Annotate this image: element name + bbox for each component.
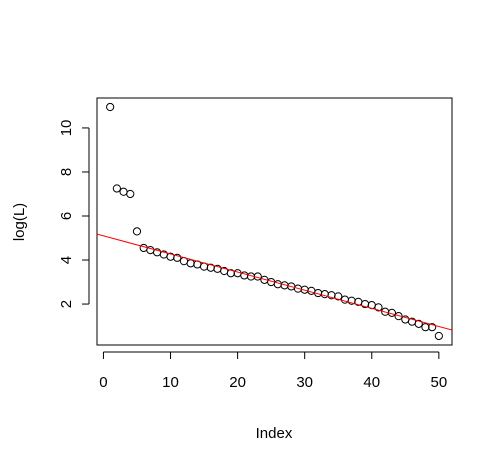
x-tick-label: 10 <box>162 374 179 391</box>
point <box>126 189 135 199</box>
y-axis-title: log(L) <box>11 203 28 241</box>
y-tick-label: 8 <box>58 168 75 176</box>
y-tick-label: 10 <box>58 120 75 137</box>
point <box>112 184 121 193</box>
x-axis-title: Index <box>256 425 293 442</box>
point <box>273 280 282 289</box>
point <box>421 323 430 332</box>
point <box>434 331 443 341</box>
point <box>414 319 423 328</box>
point <box>374 303 383 312</box>
point <box>139 243 148 253</box>
point <box>428 323 437 332</box>
point <box>173 253 182 262</box>
x-tick-label: 40 <box>363 374 380 391</box>
point <box>119 187 128 196</box>
point <box>334 292 343 301</box>
x-tick-label: 50 <box>431 374 448 391</box>
plot-box <box>96 97 453 346</box>
point <box>186 259 195 268</box>
x-tick-label: 30 <box>296 374 313 391</box>
point <box>106 102 115 112</box>
fit-line <box>97 233 452 331</box>
point <box>132 227 142 236</box>
y-tick-label: 2 <box>58 300 75 308</box>
y-tick-label: 4 <box>58 256 75 264</box>
x-tick-label: 0 <box>99 374 107 391</box>
y-tick-label: 6 <box>58 212 75 220</box>
x-tick-label: 20 <box>229 374 246 391</box>
